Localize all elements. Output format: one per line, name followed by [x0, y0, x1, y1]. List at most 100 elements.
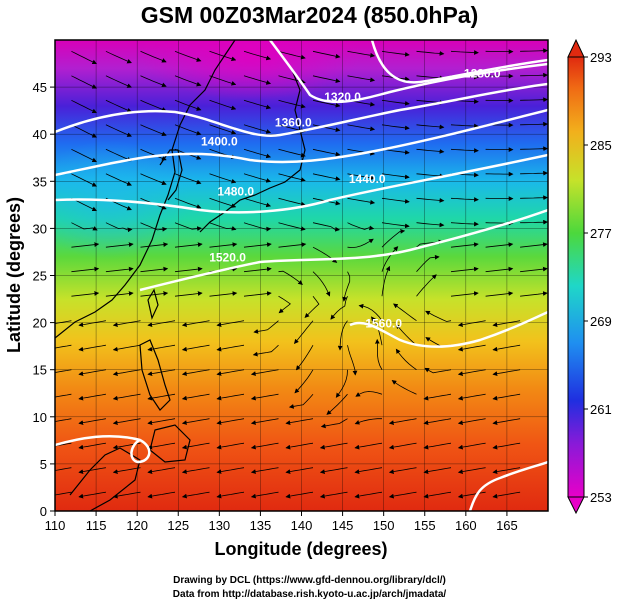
streamline	[347, 197, 376, 205]
streamline	[243, 99, 272, 110]
streamline	[450, 197, 479, 202]
streamline	[243, 242, 272, 248]
streamline	[105, 99, 132, 113]
contour-line	[468, 460, 548, 511]
streamline	[391, 380, 417, 395]
coast-borneo	[69, 447, 141, 511]
y-axis-label: Latitude (degrees)	[4, 197, 24, 353]
streamline	[285, 418, 314, 425]
streamline	[388, 418, 417, 425]
streamline	[354, 491, 383, 499]
contour-label: 1480.0	[217, 184, 254, 198]
streamline	[388, 491, 417, 499]
streamline	[520, 266, 548, 273]
streamline	[285, 491, 314, 499]
streamline	[319, 491, 348, 499]
contour-label: 1400.0	[201, 135, 238, 149]
streamline	[105, 75, 132, 88]
streamline	[347, 173, 376, 181]
streamline	[140, 173, 167, 186]
streamline	[112, 369, 141, 376]
streamline	[209, 197, 237, 208]
streamline	[55, 393, 72, 398]
streamline	[457, 320, 486, 328]
streamline	[78, 320, 106, 328]
streamline	[71, 173, 98, 187]
streamline	[55, 491, 72, 496]
x-tick-label: 135	[250, 518, 272, 533]
streamline	[312, 222, 340, 232]
streamline	[312, 75, 341, 84]
streamline	[216, 393, 245, 401]
x-axis-label: Longitude (degrees)	[214, 539, 387, 559]
colorbar-label: 293	[590, 50, 612, 65]
streamline	[278, 242, 307, 248]
streamline	[450, 123, 479, 129]
streamline	[252, 344, 279, 357]
contour-line	[349, 310, 548, 348]
streamline	[347, 222, 375, 231]
y-tick-label: 45	[33, 80, 47, 95]
streamline	[424, 367, 452, 374]
streamline	[147, 442, 176, 450]
streamline	[140, 75, 167, 88]
streamline	[250, 369, 279, 376]
contour-label: 1440.0	[349, 172, 386, 186]
streamline	[243, 75, 272, 85]
coast-luzon	[139, 339, 171, 411]
streamline	[181, 344, 210, 352]
streamline	[55, 369, 72, 373]
streamline	[243, 291, 272, 297]
map-title: GSM 00Z03Mar2024 (850.0hPa)	[140, 2, 479, 28]
streamline	[450, 50, 479, 55]
credit-line-dcl: Drawing by DCL (https://www.gfd-dennou.o…	[173, 575, 446, 586]
streamline	[112, 320, 141, 328]
x-tick-label: 125	[167, 518, 189, 533]
contour-labels: 1280.0 1320.0 1360.0 1400.0 1440.0 1480.0 1520…	[201, 67, 501, 331]
streamline	[371, 316, 383, 346]
streamline	[485, 242, 514, 248]
streamline	[457, 393, 486, 401]
streamline	[140, 242, 169, 248]
y-tick-label: 30	[33, 221, 47, 236]
streamline	[416, 173, 445, 179]
streamline	[381, 197, 410, 204]
streamline	[320, 418, 348, 429]
streamline	[485, 291, 514, 297]
streamline	[354, 467, 383, 474]
x-tick-label: 160	[455, 518, 477, 533]
streamline	[147, 344, 176, 352]
streamline	[416, 274, 437, 297]
streamline	[381, 265, 391, 297]
streamline	[450, 266, 479, 273]
streamline	[216, 418, 245, 425]
streamline	[457, 491, 486, 499]
y-tick-label: 15	[33, 363, 47, 378]
colorbar-body	[567, 56, 585, 498]
colorbar-label: 261	[590, 402, 612, 417]
streamline	[55, 467, 72, 471]
contour-line	[139, 208, 548, 292]
streamline	[147, 491, 176, 499]
streamline	[388, 467, 417, 474]
streamline	[423, 393, 452, 401]
streamline	[381, 50, 410, 57]
streamline	[347, 75, 376, 83]
contour-line	[55, 82, 548, 137]
streamline	[312, 148, 341, 157]
y-tick-label: 5	[40, 457, 47, 472]
streamline	[520, 121, 548, 127]
streamline	[416, 148, 445, 154]
streamline	[78, 442, 106, 450]
streamline	[312, 124, 341, 133]
streamline	[457, 369, 486, 376]
streamline	[55, 442, 72, 447]
streamline	[105, 291, 134, 297]
streamline	[174, 99, 202, 111]
streamline	[174, 222, 202, 232]
streamline	[181, 467, 210, 474]
x-tick-label: 110	[45, 518, 66, 533]
streamline	[416, 254, 440, 272]
streamline	[243, 266, 272, 273]
contour-label: 1280.0	[464, 67, 501, 81]
